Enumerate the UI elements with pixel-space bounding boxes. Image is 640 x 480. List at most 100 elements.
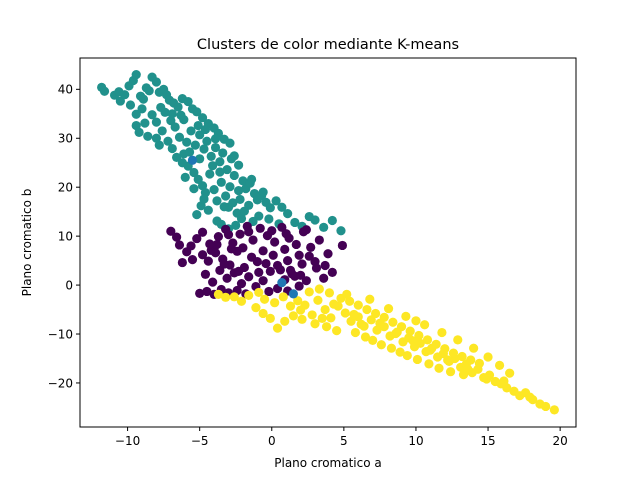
data-point — [208, 161, 218, 171]
data-points — [97, 70, 559, 415]
data-point — [320, 304, 330, 315]
data-point — [192, 233, 202, 244]
data-point — [383, 303, 394, 314]
data-point — [327, 267, 337, 277]
data-point — [234, 266, 244, 276]
data-point — [337, 240, 348, 251]
data-point — [340, 308, 350, 318]
data-point — [238, 176, 248, 186]
data-point — [258, 246, 268, 256]
data-point — [229, 151, 239, 161]
data-point — [411, 316, 421, 326]
data-point — [386, 343, 397, 353]
data-point — [420, 320, 430, 330]
data-point — [229, 170, 239, 181]
data-point — [296, 270, 306, 280]
data-point — [258, 276, 268, 286]
data-point — [170, 122, 180, 132]
data-point — [280, 316, 290, 326]
data-point — [167, 143, 177, 154]
data-point — [277, 202, 287, 212]
data-point — [268, 250, 278, 260]
data-point — [412, 354, 422, 365]
data-point — [209, 185, 219, 195]
data-point — [310, 256, 320, 267]
data-point — [307, 310, 317, 320]
plot-frame — [79, 57, 577, 428]
x-tick-label: −5 — [191, 434, 209, 448]
data-point — [463, 364, 473, 374]
data-point — [238, 243, 248, 253]
data-point — [272, 260, 283, 271]
data-point — [265, 313, 275, 323]
data-point — [368, 335, 378, 345]
data-point — [229, 292, 239, 302]
data-point — [254, 267, 264, 277]
data-point — [172, 152, 182, 162]
data-point — [293, 296, 303, 306]
data-point — [469, 343, 479, 353]
data-point — [144, 86, 154, 96]
data-point — [235, 229, 245, 239]
data-point — [323, 249, 333, 259]
data-point — [221, 292, 231, 302]
data-point — [212, 196, 222, 206]
data-point — [205, 239, 215, 249]
y-tick-label: 10 — [58, 229, 73, 243]
data-point — [291, 239, 301, 250]
data-point — [222, 164, 232, 175]
data-point — [301, 225, 311, 235]
data-point — [244, 200, 254, 210]
data-point — [324, 288, 335, 298]
data-point — [236, 279, 247, 289]
data-point — [151, 77, 162, 87]
data-point — [255, 223, 265, 233]
x-tick-label: 15 — [480, 434, 495, 448]
data-point — [215, 167, 225, 177]
data-point — [244, 272, 254, 282]
data-point — [327, 215, 337, 226]
data-point — [297, 314, 307, 324]
data-point — [306, 242, 316, 252]
data-point — [114, 87, 124, 97]
data-point — [174, 132, 185, 142]
data-point — [294, 281, 304, 291]
data-point — [494, 360, 505, 370]
data-point — [200, 124, 211, 135]
data-point — [310, 215, 320, 225]
data-point — [288, 289, 298, 299]
data-point — [197, 250, 208, 260]
data-point — [415, 338, 425, 348]
data-point — [431, 339, 441, 349]
data-point — [445, 367, 456, 377]
data-point — [176, 110, 186, 120]
data-point — [99, 86, 110, 96]
data-point — [167, 109, 177, 119]
data-point — [277, 278, 287, 288]
x-tick-label: 5 — [340, 434, 348, 448]
data-point — [285, 265, 296, 275]
data-point — [225, 182, 235, 192]
data-point — [320, 260, 330, 271]
data-point — [203, 205, 213, 215]
data-point — [443, 355, 453, 365]
data-point — [140, 118, 150, 128]
data-point — [396, 322, 407, 332]
data-point — [405, 326, 415, 336]
data-point — [137, 104, 147, 114]
data-point — [453, 335, 463, 345]
data-point — [265, 203, 275, 213]
data-point — [321, 322, 332, 332]
data-point — [297, 259, 307, 269]
data-point — [422, 335, 433, 345]
data-point — [216, 177, 226, 187]
y-tick-label: 30 — [58, 132, 73, 146]
data-point — [244, 227, 254, 237]
data-point — [213, 232, 224, 242]
data-point — [213, 289, 224, 299]
data-point — [285, 301, 296, 311]
data-point — [424, 359, 434, 369]
data-point — [267, 226, 277, 236]
data-point — [329, 299, 339, 309]
data-point — [482, 374, 492, 384]
